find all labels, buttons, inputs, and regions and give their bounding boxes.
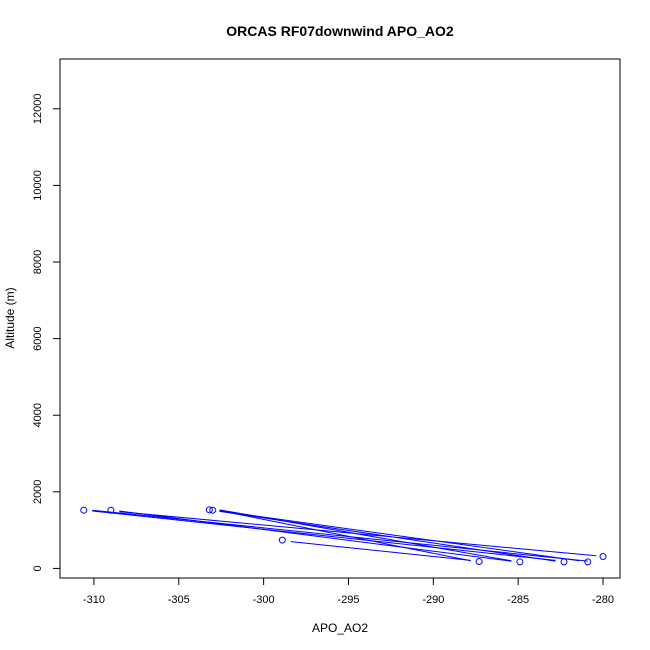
x-tick-label: -285 — [507, 594, 529, 606]
y-axis-label: Altitude (m) — [3, 287, 17, 348]
series-segment — [92, 510, 556, 561]
y-tick-label: 0 — [32, 565, 44, 571]
y-tick-label: 2000 — [32, 480, 44, 504]
y-tick-label: 10000 — [32, 170, 44, 201]
x-tick-label: -295 — [337, 594, 359, 606]
data-point — [107, 506, 115, 514]
series-segment — [119, 510, 512, 562]
plot-area — [59, 58, 621, 579]
series-segment — [219, 509, 512, 562]
series-segment — [219, 510, 580, 562]
series-segment — [290, 541, 471, 561]
y-tick-label: 6000 — [32, 326, 44, 350]
data-point — [599, 553, 607, 561]
data-point — [475, 558, 483, 566]
x-tick-label: -310 — [83, 594, 105, 606]
series-segment — [219, 510, 471, 562]
y-axis: 0 2000 4000 6000 8000 10000 12000 — [32, 93, 61, 571]
data-point — [278, 536, 286, 544]
x-tick-label: -305 — [168, 594, 190, 606]
series-segment — [92, 509, 588, 562]
data-point — [205, 506, 213, 514]
y-tick-label: 4000 — [32, 403, 44, 427]
y-tick-label: 8000 — [32, 250, 44, 274]
y-tick-label: 12000 — [32, 93, 44, 124]
x-axis: -310 -305 -300 -295 -290 -285 -280 — [83, 577, 614, 606]
x-tick-label: -290 — [422, 594, 444, 606]
data-point — [516, 558, 524, 566]
x-tick-label: -280 — [592, 594, 614, 606]
series-lines — [92, 509, 597, 562]
data-point — [80, 506, 88, 514]
x-tick-label: -300 — [253, 594, 275, 606]
data-point — [584, 558, 592, 566]
chart-title: ORCAS RF07downwind APO_AO2 — [226, 23, 454, 39]
data-point — [560, 558, 568, 566]
x-axis-label: APO_AO2 — [312, 621, 368, 635]
data-point — [209, 506, 217, 514]
series-points — [80, 506, 607, 566]
